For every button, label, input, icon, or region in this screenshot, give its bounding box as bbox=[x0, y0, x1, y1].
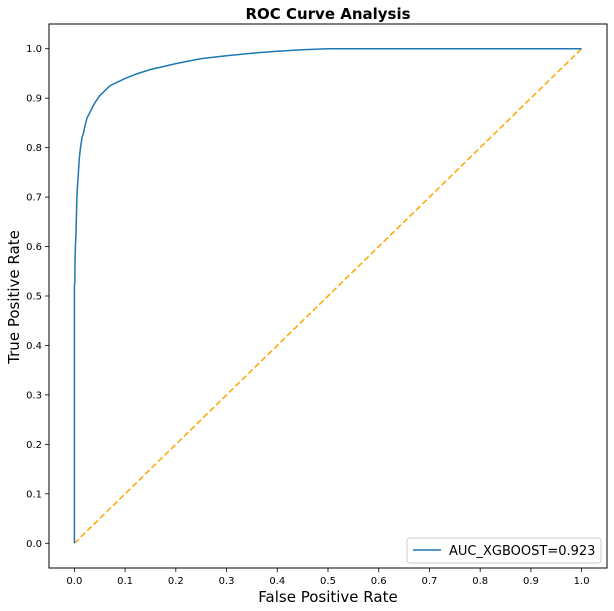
x-axis-title: False Positive Rate bbox=[258, 588, 397, 606]
x-axis: 0.0 0.1 0.2 0.3 0.4 0.5 0.6 0.7 0.8 0.9 1.0 bbox=[66, 568, 590, 587]
x-tick-label: 0.0 bbox=[66, 576, 82, 587]
y-tick-label: 1.0 bbox=[26, 44, 42, 55]
chart-title: ROC Curve Analysis bbox=[245, 5, 410, 23]
y-tick-label: 0.4 bbox=[26, 341, 42, 352]
series-layer bbox=[73, 47, 583, 544]
y-tick-label: 0.3 bbox=[26, 390, 42, 401]
random-classifier-line bbox=[73, 48, 583, 544]
y-axis-title: True Positive Rate bbox=[5, 230, 23, 365]
y-tick-label: 0.6 bbox=[26, 242, 42, 253]
x-tick-label: 0.6 bbox=[371, 576, 387, 587]
x-tick-label: 0.3 bbox=[219, 576, 235, 587]
x-tick-label: 0.7 bbox=[422, 576, 438, 587]
x-tick-label: 0.9 bbox=[523, 576, 539, 587]
x-tick-label: 1.0 bbox=[574, 576, 590, 587]
legend: AUC_XGBOOST=0.923 bbox=[406, 537, 602, 564]
y-tick-label: 0.9 bbox=[26, 94, 42, 105]
y-axis: 0.0 0.1 0.2 0.3 0.4 0.5 0.6 0.7 0.8 0.9 1.0 bbox=[26, 44, 49, 550]
y-tick-label: 0.7 bbox=[26, 193, 42, 204]
x-tick-label: 0.1 bbox=[117, 576, 133, 587]
x-tick-label: 0.4 bbox=[269, 576, 285, 587]
x-tick-label: 0.5 bbox=[320, 576, 336, 587]
y-tick-label: 0.2 bbox=[26, 440, 42, 451]
roc-curve-xgboost bbox=[73, 47, 582, 544]
y-tick-label: 0.1 bbox=[26, 489, 42, 500]
y-tick-label: 0.0 bbox=[26, 539, 42, 550]
x-tick-label: 0.8 bbox=[472, 576, 488, 587]
x-tick-label: 0.2 bbox=[168, 576, 184, 587]
y-tick-label: 0.5 bbox=[26, 292, 42, 303]
y-tick-label: 0.8 bbox=[26, 143, 42, 154]
legend-box bbox=[406, 537, 602, 564]
legend-label-xgboost: AUC_XGBOOST=0.923 bbox=[449, 544, 595, 559]
